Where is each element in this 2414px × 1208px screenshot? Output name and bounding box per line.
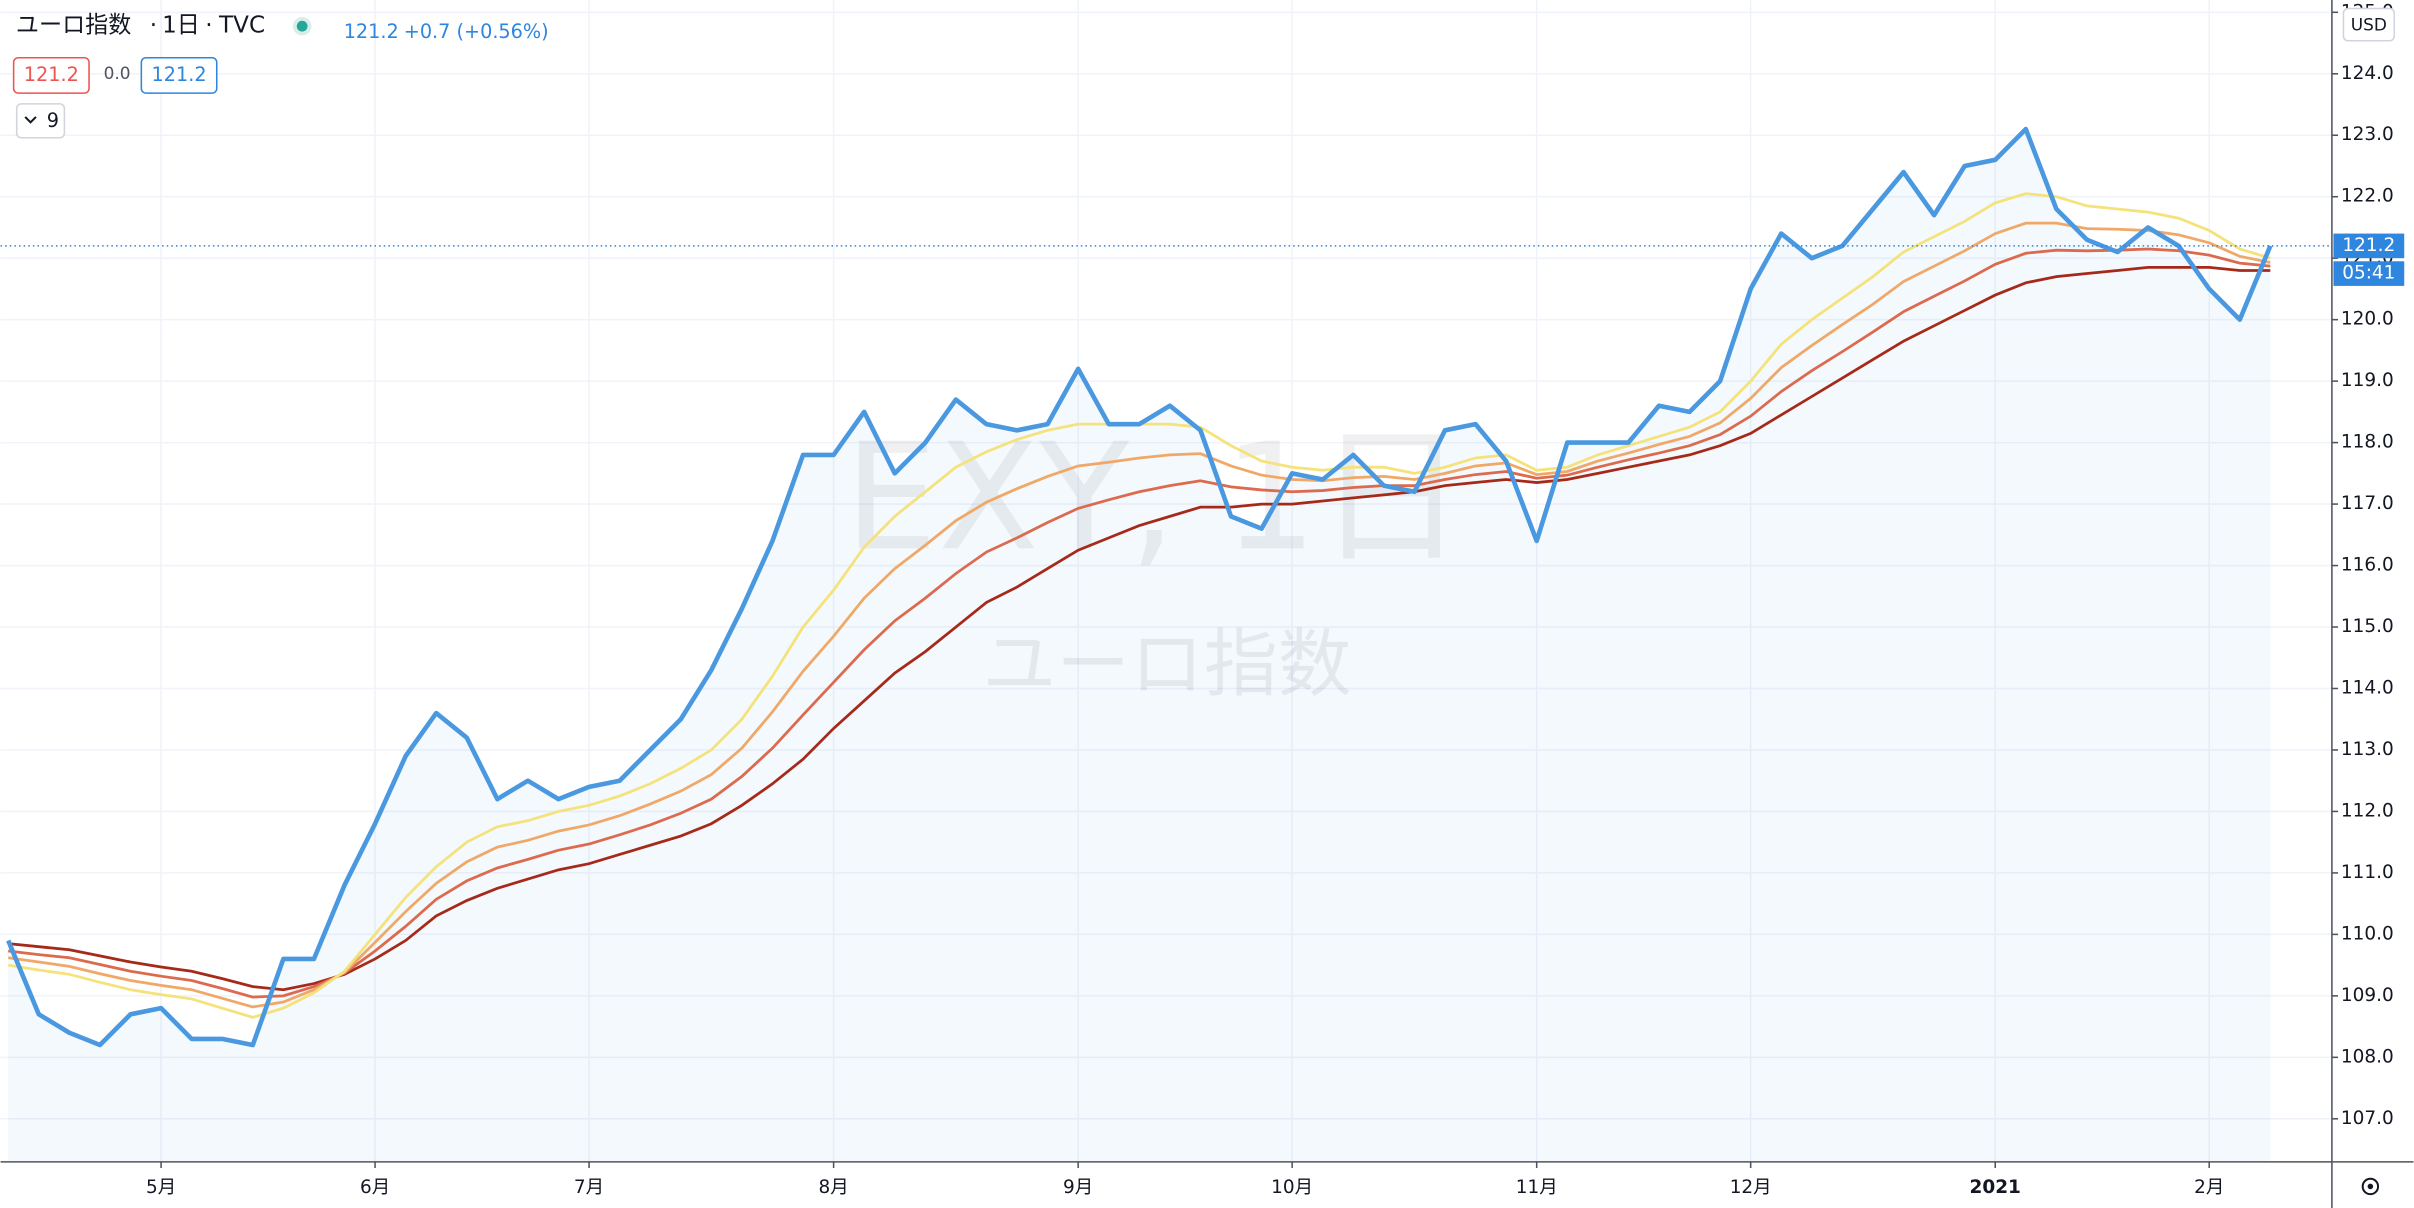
sep: · xyxy=(150,13,157,39)
status-dot xyxy=(296,20,308,32)
collapse-button[interactable] xyxy=(15,103,66,139)
y-tick-label: 114.0 xyxy=(2341,677,2394,698)
y-tick-label: 120.0 xyxy=(2341,309,2394,330)
indicator-value: 121.2 xyxy=(152,63,207,86)
gear-hub xyxy=(2367,1183,2374,1190)
y-tick-label: 117.0 xyxy=(2341,493,2394,514)
currency-box[interactable] xyxy=(2342,7,2395,42)
x-tick-label: 5月 xyxy=(146,1177,176,1198)
y-tick-label: 111.0 xyxy=(2341,862,2394,883)
x-tick-label: 7月 xyxy=(574,1177,604,1198)
x-tick-label: 6月 xyxy=(360,1177,390,1198)
price-change: +0.7 (+0.56%) xyxy=(404,20,549,43)
ma-line xyxy=(8,221,2271,1009)
y-tick-label: 119.0 xyxy=(2341,370,2394,391)
y-tick-label: 112.0 xyxy=(2341,800,2394,821)
y-tick-label: 124.0 xyxy=(2341,63,2394,84)
gear xyxy=(2361,1177,2380,1196)
marks xyxy=(0,126,2332,1162)
y-tick-label: 123.0 xyxy=(2341,124,2394,145)
y-tick-label: 107.0 xyxy=(2341,1108,2394,1129)
countdown-badge xyxy=(2333,261,2405,286)
x-tick-label: 2021 xyxy=(1970,1177,2021,1198)
ma-line xyxy=(8,247,2271,999)
price-line xyxy=(6,126,2273,1048)
symbol: ユーロ指数 xyxy=(16,13,131,39)
x-tick-label: 9月 xyxy=(1063,1177,1093,1198)
y-tick-label: 116.0 xyxy=(2341,555,2394,576)
indicator-box[interactable] xyxy=(12,56,90,94)
x-tick-label: 8月 xyxy=(818,1177,848,1198)
sep: · xyxy=(205,13,212,39)
watermark-sub: ユーロ指数 xyxy=(982,621,1351,707)
x-tick-label: 2月 xyxy=(2194,1177,2224,1198)
axes: 107.0 108.0 109.0 110.0 111.0 112.0 113.0 114.0… xyxy=(146,1,2405,1198)
price-badge-label: 121.2 xyxy=(2342,235,2395,256)
y-tick-label: 118.0 xyxy=(2341,432,2394,453)
settings-icon[interactable] xyxy=(2361,1177,2380,1196)
indicator-box[interactable] xyxy=(140,56,218,94)
indicator-value: 0.0 xyxy=(104,63,131,83)
x-tick-label: 11月 xyxy=(1516,1177,1558,1198)
y-tick-label: 113.0 xyxy=(2341,739,2394,760)
countdown: 05:41 xyxy=(2342,263,2395,284)
y-tick-label: 109.0 xyxy=(2341,985,2394,1006)
chevron-icon xyxy=(24,116,37,124)
indicator-value: 121.2 xyxy=(24,63,79,86)
source: TVC xyxy=(218,13,265,39)
x-tick-label: 12月 xyxy=(1730,1177,1772,1198)
price-badge xyxy=(2333,233,2405,259)
x-tick-label: 10月 xyxy=(1271,1177,1313,1198)
y-tick-label: 108.0 xyxy=(2341,1046,2394,1067)
last-price: 121.2 xyxy=(344,20,399,43)
currency: USD xyxy=(2351,14,2387,34)
y-tick-label: 115.0 xyxy=(2341,616,2394,637)
interval: 1日 xyxy=(162,13,200,39)
y-tick-label: 110.0 xyxy=(2341,923,2394,944)
indicator-count: 9 xyxy=(47,109,59,132)
area xyxy=(8,129,2271,1162)
y-tick-label: 122.0 xyxy=(2341,186,2394,207)
ma-line xyxy=(8,266,2271,992)
